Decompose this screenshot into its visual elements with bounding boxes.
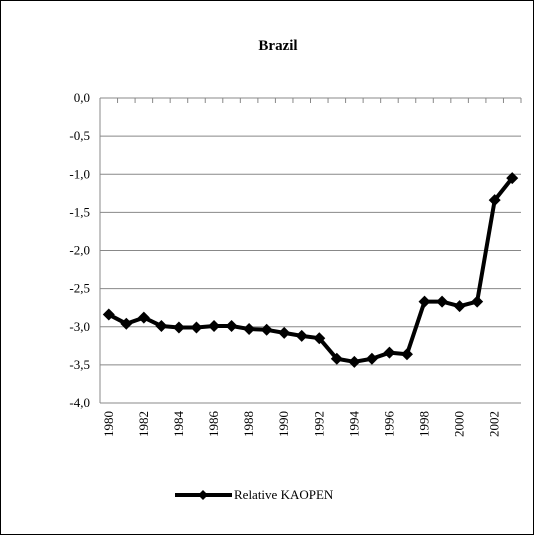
marker <box>260 323 273 336</box>
marker <box>488 194 501 207</box>
x-tick-label: 1984 <box>171 411 186 438</box>
x-tick-label: 1992 <box>311 411 326 437</box>
y-tick-label: -1,5 <box>69 204 90 219</box>
y-tick-label: -3,5 <box>69 357 90 372</box>
y-tick-label: 0,0 <box>74 90 90 105</box>
x-tick-label: 1980 <box>101 411 116 437</box>
y-tick-label: -4,0 <box>69 395 90 410</box>
marker <box>365 352 378 365</box>
marker <box>155 319 168 332</box>
x-tick-label: 1986 <box>206 411 221 438</box>
x-tick-label: 1996 <box>381 411 396 438</box>
marker <box>330 352 343 365</box>
marker <box>243 323 256 336</box>
marker <box>313 332 326 345</box>
y-tick-label: -2,0 <box>69 243 90 258</box>
y-tick-label: -0,5 <box>69 128 90 143</box>
marker <box>383 346 396 359</box>
y-tick-label: -3,0 <box>69 319 90 334</box>
x-tick-label: 1998 <box>417 411 432 437</box>
marker <box>295 329 308 342</box>
marker <box>190 321 203 334</box>
marker <box>225 319 238 332</box>
x-tick-label: 2002 <box>487 411 502 437</box>
y-tick-label: -1,0 <box>69 166 90 181</box>
marker <box>506 172 519 185</box>
y-tick-label: -2,5 <box>69 281 90 296</box>
marker <box>400 348 413 361</box>
marker <box>208 319 221 332</box>
marker <box>453 300 466 313</box>
marker <box>418 295 431 308</box>
marker <box>436 295 449 308</box>
marker <box>137 311 150 324</box>
marker <box>278 326 291 339</box>
x-tick-label: 1988 <box>241 411 256 437</box>
legend-marker <box>198 490 208 500</box>
marker <box>120 317 133 330</box>
x-tick-label: 1994 <box>346 411 361 438</box>
x-tick-label: 1982 <box>136 411 151 437</box>
marker <box>348 355 361 368</box>
x-tick-label: 1990 <box>276 411 291 437</box>
chart-title: Brazil <box>258 38 297 54</box>
marker <box>172 321 185 334</box>
legend-label: Relative KAOPEN <box>234 487 334 502</box>
marker <box>102 308 115 321</box>
marker <box>471 295 484 308</box>
x-tick-label: 2000 <box>452 411 467 437</box>
